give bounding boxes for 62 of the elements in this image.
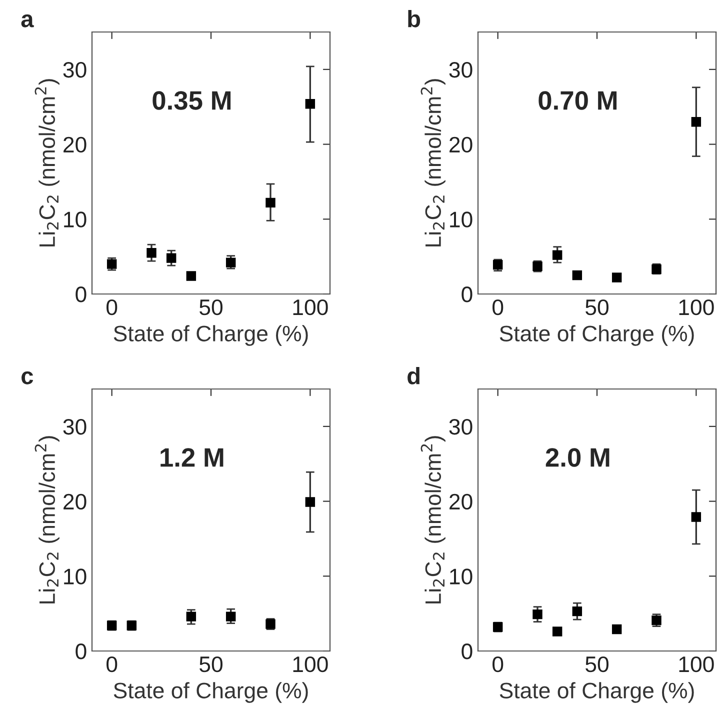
y-tick-label: 30	[63, 62, 86, 78]
y-axis-title: Li$_{2}$C$_{2}$ (nmol/cm$^{2}$)	[34, 436, 60, 604]
x-axis-title: State of Charge (%)	[114, 682, 308, 703]
x-tick-label: 0	[492, 299, 504, 316]
point	[266, 198, 276, 208]
y-tick-label: 0	[462, 644, 472, 660]
x-tick-label: 0	[106, 299, 118, 316]
y-axis-title: Li$_{2}$C$_{2}$ (nmol/cm$^{2}$)	[420, 79, 446, 246]
point	[186, 612, 196, 622]
x-tick-label: 50	[586, 656, 608, 672]
x-tick-label: 0	[106, 656, 118, 672]
y-tick-label: 10	[450, 568, 472, 584]
y-tick-label: 20	[450, 494, 472, 510]
x-axis-title: State of Charge (%)	[114, 325, 308, 346]
x-tick-label: 100	[679, 656, 714, 672]
annotation: 0.70 M	[538, 91, 617, 110]
x-tick-label: 0	[492, 656, 504, 672]
point	[691, 116, 702, 127]
y-tick-label: 0	[76, 286, 86, 302]
x-tick-label: 50	[200, 299, 222, 316]
point	[552, 626, 562, 636]
point	[146, 248, 156, 258]
annotation: 1.2 M	[160, 448, 224, 467]
y-tick-label: 20	[450, 136, 472, 153]
point	[691, 512, 702, 522]
point	[305, 497, 316, 507]
point	[612, 624, 622, 634]
y-tick-label: 30	[449, 62, 472, 78]
x-axis-title: State of Charge (%)	[500, 325, 694, 346]
y-tick-label: 20	[64, 136, 86, 153]
point	[226, 612, 236, 622]
point	[552, 250, 562, 260]
x-tick-label: 100	[679, 299, 714, 316]
point	[572, 270, 582, 280]
point	[572, 606, 582, 616]
chart-title: b	[408, 10, 420, 28]
x-tick-label: 50	[586, 299, 608, 316]
point	[532, 609, 542, 620]
x-tick-label: 100	[293, 656, 328, 672]
y-tick-label: 10	[64, 212, 86, 228]
y-tick-label: 0	[462, 286, 472, 302]
point	[166, 253, 176, 263]
y-tick-label: 30	[449, 418, 472, 435]
annotation: 2.0 M	[546, 448, 610, 467]
y-tick-label: 10	[450, 212, 472, 228]
x-axis-title: State of Charge (%)	[500, 682, 694, 703]
annotation: 0.35 M	[152, 91, 231, 110]
y-axis-title: Li$_{2}$C$_{2}$ (nmol/cm$^{2}$)	[34, 79, 60, 246]
point	[186, 271, 196, 281]
x-tick-label: 100	[293, 299, 328, 316]
y-tick-label: 10	[64, 568, 86, 584]
point	[612, 272, 622, 282]
point	[226, 258, 236, 268]
chart-title: d	[408, 366, 420, 384]
x-tick-label: 50	[200, 656, 222, 672]
chart-title: a	[21, 14, 34, 28]
point	[305, 99, 316, 109]
chart-title: c	[22, 371, 34, 384]
y-axis-title: Li$_{2}$C$_{2}$ (nmol/cm$^{2}$)	[420, 436, 446, 604]
y-tick-label: 0	[76, 644, 86, 660]
y-tick-label: 20	[64, 494, 86, 510]
y-tick-label: 30	[63, 418, 86, 435]
